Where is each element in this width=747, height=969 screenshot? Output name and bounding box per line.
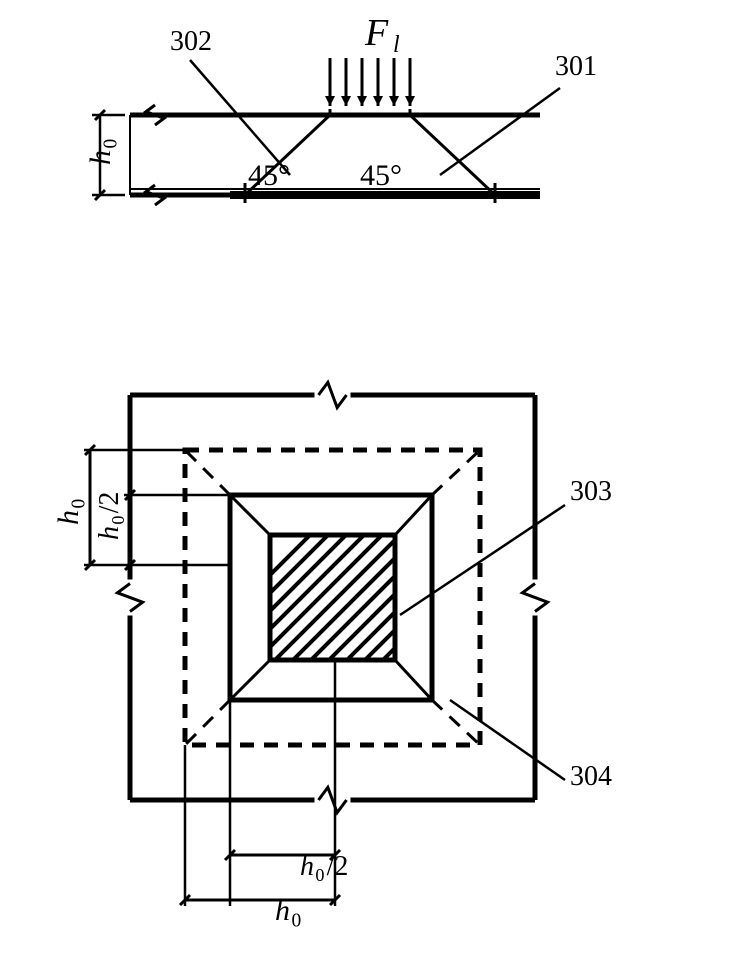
svg-text:0: 0 (292, 911, 302, 932)
svg-text:/2: /2 (327, 851, 349, 882)
failure-plane-right (410, 115, 495, 195)
label-301: 301 (555, 51, 597, 82)
dimlabel-h0-section: h0 (84, 139, 122, 165)
label-304: 304 (570, 761, 612, 792)
dimlabel-h0-plan-left: h0 (52, 499, 90, 525)
svg-text:h: h (275, 894, 290, 927)
diagram-canvas: 302301303304Fl45°45°h0h0h0/2h0/2h0 (0, 0, 747, 969)
svg-text:h: h (94, 526, 125, 540)
svg-text:h: h (300, 851, 314, 882)
angle-right: 45° (360, 159, 402, 192)
force-label: F (364, 12, 389, 54)
dimlabel-h0half-plan-left: h0/2 (94, 492, 128, 540)
angle-left: 45° (248, 159, 290, 192)
label-303: 303 (570, 476, 612, 507)
svg-text:0: 0 (69, 499, 90, 509)
leader-301 (440, 88, 560, 175)
svg-text:/2: /2 (94, 492, 125, 514)
svg-text:0: 0 (315, 865, 324, 885)
leader-304 (450, 700, 565, 780)
svg-text:0: 0 (101, 139, 122, 149)
svg-text:h: h (84, 150, 117, 165)
svg-text:0: 0 (108, 516, 128, 525)
force-subscript: l (393, 32, 400, 58)
label-302: 302 (170, 26, 212, 57)
svg-text:h: h (52, 510, 85, 525)
